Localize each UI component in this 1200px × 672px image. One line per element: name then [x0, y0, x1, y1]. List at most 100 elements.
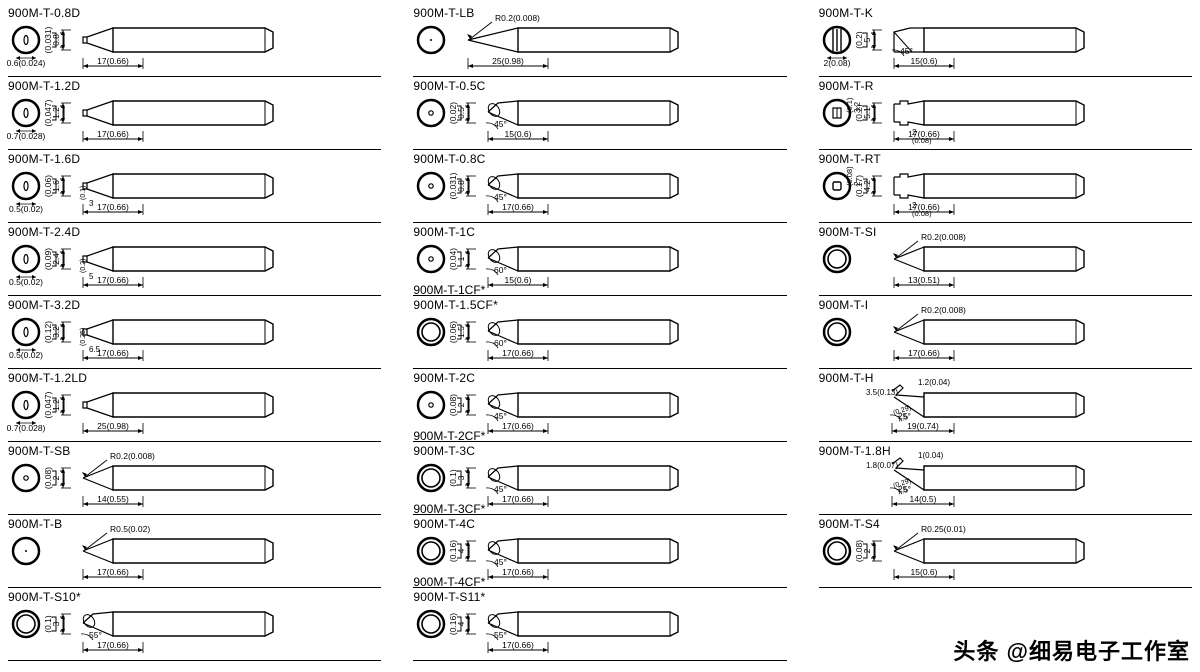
tip-drawing: 25(0.98)R0.2(0.008)	[413, 20, 786, 76]
part-number: 900M-T-LB	[413, 6, 786, 20]
svg-text:R0.5(0.02): R0.5(0.02)	[110, 524, 150, 534]
svg-text:R0.2(0.008): R0.2(0.008)	[921, 305, 966, 315]
tip-cell: 900M-T-2C900M-T-2CF*17(0.66)2(0.08)45°	[413, 369, 786, 442]
tip-drawing: 17(0.66)1.6(0.06)0.5(0.02)3(0.1)	[8, 166, 381, 222]
tip-drawing: 17(0.66)3.2(0.12)0.5(0.02)6.5(0.25)	[8, 312, 381, 368]
tip-drawing: 15(0.6)2(0.08)R0.25(0.01)	[819, 531, 1192, 587]
svg-text:13(0.51): 13(0.51)	[908, 275, 940, 285]
svg-text:0.7(0.028): 0.7(0.028)	[7, 423, 46, 433]
part-number: 900M-T-B	[8, 517, 381, 531]
svg-text:(0.08): (0.08)	[912, 209, 932, 218]
svg-text:17(0.66): 17(0.66)	[97, 640, 129, 650]
part-number: 900M-T-1.2D	[8, 79, 381, 93]
svg-text:(0.04): (0.04)	[448, 248, 458, 270]
svg-text:45°: 45°	[900, 46, 913, 56]
svg-text:1(0.04): 1(0.04)	[918, 451, 944, 460]
svg-text:17(0.66): 17(0.66)	[97, 567, 129, 577]
svg-text:17(0.66): 17(0.66)	[908, 348, 940, 358]
svg-text:60°: 60°	[494, 338, 507, 348]
tip-drawing: 13(0.51)R0.2(0.008)	[819, 239, 1192, 295]
tip-cell: 900M-T-S415(0.6)2(0.08)R0.25(0.01)	[819, 515, 1192, 588]
tip-drawing: 17(0.66)R0.5(0.02)	[8, 531, 381, 587]
svg-text:17(0.66): 17(0.66)	[502, 202, 534, 212]
svg-text:R0.2(0.008): R0.2(0.008)	[495, 13, 540, 23]
tip-cell: 900M-T-LB25(0.98)R0.2(0.008)	[413, 4, 786, 77]
part-number: 900M-T-2.4D	[8, 225, 381, 239]
svg-text:(0.2): (0.2)	[80, 259, 87, 273]
svg-text:14(0.5): 14(0.5)	[909, 494, 936, 504]
svg-text:R0.2(0.008): R0.2(0.008)	[921, 232, 966, 242]
part-number: 900M-T-3C	[413, 444, 786, 458]
tip-cell: 900M-T-I 17(0.66) R0.2(0.008)	[819, 296, 1192, 369]
tip-cell: 900M-T-R17(0.66)5.1(0.2)3.2(0.1)2(0.08)	[819, 77, 1192, 150]
svg-text:5: 5	[89, 272, 94, 281]
tip-cell: 900M-T-H19(0.74)25°3.5(0.13)1.2(0.04)7.5…	[819, 369, 1192, 442]
tip-drawing: 17(0.66)0.8(0.031)0.6(0.024)	[8, 20, 381, 76]
tip-drawing: 14(0.5)25°1.8(0.07)1(0.04)7.5(0.29)	[819, 458, 1192, 514]
part-number: 900M-T-I	[819, 298, 1192, 312]
svg-text:45°: 45°	[494, 192, 507, 202]
svg-text:25(0.98): 25(0.98)	[492, 56, 524, 66]
svg-text:15(0.6): 15(0.6)	[505, 275, 532, 285]
tip-drawing: 15(0.6)1(0.04)60°	[413, 239, 786, 295]
svg-text:17(0.66): 17(0.66)	[97, 275, 129, 285]
svg-text:(0.031): (0.031)	[43, 26, 53, 53]
tip-cell: 900M-T-2.4D17(0.66)2.4(0.09)0.5(0.02)5(0…	[8, 223, 381, 296]
svg-text:(0.08): (0.08)	[845, 166, 854, 186]
svg-text:2: 2	[853, 181, 862, 186]
svg-text:(0.08): (0.08)	[854, 540, 864, 562]
svg-text:17(0.66): 17(0.66)	[502, 421, 534, 431]
tip-cell: 900M-T-1.5CF*17(0.66)1.5(0.06)60°	[413, 296, 786, 369]
svg-text:17(0.66): 17(0.66)	[97, 348, 129, 358]
part-number: 900M-T-0.8D	[8, 6, 381, 20]
svg-text:(0.12): (0.12)	[43, 321, 53, 343]
part-number: 900M-T-S11*	[413, 590, 786, 604]
svg-text:(0.16): (0.16)	[448, 540, 458, 562]
svg-text:0.5(0.02): 0.5(0.02)	[9, 277, 43, 287]
svg-text:1.8(0.07): 1.8(0.07)	[866, 461, 898, 470]
svg-text:60°: 60°	[494, 265, 507, 275]
tip-cell: 900M-T-SB14(0.55)2(0.08)R0.2(0.008)	[8, 442, 381, 515]
tip-drawing: 17(0.66)2(0.08)45°	[413, 385, 786, 441]
part-number: 900M-T-SI	[819, 225, 1192, 239]
part-number: 900M-T-0.5C	[413, 79, 786, 93]
tip-cell: 900M-T-SI13(0.51)R0.2(0.008)	[819, 223, 1192, 296]
tip-drawing: 17(0.66)0.8(0.031)45°	[413, 166, 786, 222]
svg-text:(0.06): (0.06)	[448, 321, 458, 343]
part-number: 900M-T-H	[819, 371, 1192, 385]
svg-text:(0.2): (0.2)	[854, 31, 864, 49]
tip-cell: 900M-T-0.5C15(0.6)0.5(0.02)45°	[413, 77, 786, 150]
tip-drawing: 17(0.66)1.5(0.06)60°	[413, 312, 786, 368]
svg-text:19(0.74): 19(0.74)	[907, 421, 939, 431]
svg-text:3: 3	[89, 199, 94, 208]
part-number: 900M-T-R	[819, 79, 1192, 93]
tip-drawing: 15(0.6)0.5(0.02)45°	[413, 93, 786, 149]
tip-drawing: 17(0.66)5.1(0.2)3.2(0.1)2(0.08)	[819, 93, 1192, 149]
column-1: 900M-T-LB25(0.98)R0.2(0.008)900M-T-0.5C1…	[413, 4, 786, 661]
tip-cell: 900M-T-4C900M-T-4CF*17(0.66)4(0.16)45°	[413, 515, 786, 588]
tip-cell: 900M-T-1C900M-T-1CF*15(0.6)1(0.04)60°	[413, 223, 786, 296]
tip-cell: 900M-T-K15(0.6)5(0.2)2(0.08)45°	[819, 4, 1192, 77]
svg-text:45°: 45°	[494, 557, 507, 567]
svg-text:(0.1): (0.1)	[43, 615, 53, 633]
tip-cell: 900M-T-0.8C17(0.66)0.8(0.031)45°	[413, 150, 786, 223]
tip-drawing: 19(0.74)25°3.5(0.13)1.2(0.04)7.5(0.29)	[819, 385, 1192, 441]
svg-text:45°: 45°	[494, 119, 507, 129]
svg-text:17(0.66): 17(0.66)	[97, 56, 129, 66]
svg-text:(0.25): (0.25)	[80, 328, 87, 346]
tip-cell: 900M-T-3.2D17(0.66)3.2(0.12)0.5(0.02)6.5…	[8, 296, 381, 369]
svg-text:(0.09): (0.09)	[43, 248, 53, 270]
svg-text:(0.047): (0.047)	[43, 99, 53, 126]
svg-text:1.2(0.04): 1.2(0.04)	[918, 378, 950, 387]
tip-cell: 900M-T-1.6D17(0.66)1.6(0.06)0.5(0.02)3(0…	[8, 150, 381, 223]
svg-text:55°: 55°	[494, 630, 507, 640]
svg-text:(0.06): (0.06)	[43, 175, 53, 197]
tip-drawing: 17(0.66)2.4(0.09)0.5(0.02)5(0.2)	[8, 239, 381, 295]
svg-text:45°: 45°	[494, 411, 507, 421]
svg-text:14(0.55): 14(0.55)	[97, 494, 129, 504]
svg-text:R0.25(0.01): R0.25(0.01)	[921, 524, 966, 534]
svg-text:6.5: 6.5	[89, 345, 101, 354]
svg-text:0.5(0.02): 0.5(0.02)	[9, 350, 43, 360]
part-number: 900M-T-2C	[413, 371, 786, 385]
svg-text:(0.08): (0.08)	[43, 467, 53, 489]
